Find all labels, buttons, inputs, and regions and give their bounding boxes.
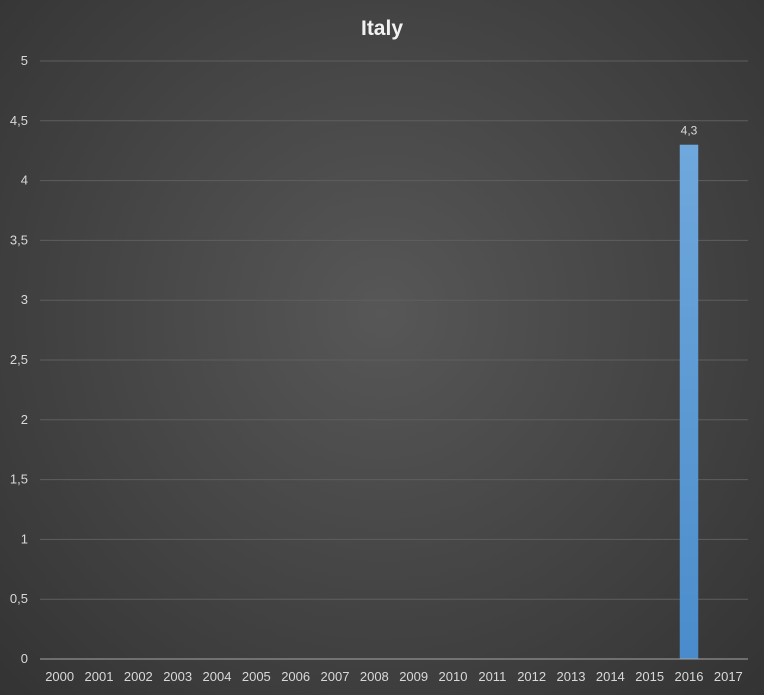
y-axis-tick-labels: 0 0,5 1 1,5 2 2,5 3 3,5 4 4,5 5 — [10, 53, 28, 666]
y-tick-label: 0,5 — [10, 591, 28, 606]
x-tick-label: 2009 — [399, 669, 428, 684]
x-tick-label: 2015 — [635, 669, 664, 684]
bars — [679, 144, 699, 660]
x-tick-label: 2008 — [360, 669, 389, 684]
y-tick-label: 4 — [21, 173, 28, 188]
y-tick-label: 4,5 — [10, 113, 28, 128]
y-tick-label: 3,5 — [10, 232, 28, 247]
x-tick-label: 2002 — [124, 669, 153, 684]
y-tick-label: 2 — [21, 412, 28, 427]
x-tick-label: 2010 — [439, 669, 468, 684]
x-tick-label: 2013 — [557, 669, 586, 684]
data-label-2016: 4,3 — [681, 124, 698, 138]
chart-title: Italy — [361, 17, 403, 40]
gridlines — [40, 60, 748, 600]
x-tick-label: 2003 — [163, 669, 192, 684]
x-tick-label: 2004 — [203, 669, 232, 684]
y-tick-label: 1,5 — [10, 472, 28, 487]
x-tick-label: 2001 — [85, 669, 114, 684]
y-tick-label: 5 — [21, 53, 28, 68]
x-axis-tick-labels: 2000 2001 2002 2003 2004 2005 2006 2007 2008 2009… — [45, 669, 743, 684]
x-tick-label: 2006 — [281, 669, 310, 684]
x-tick-label: 2005 — [242, 669, 271, 684]
x-tick-label: 2012 — [517, 669, 546, 684]
x-tick-label: 2014 — [596, 669, 625, 684]
bar-2016 — [679, 144, 699, 660]
y-tick-label: 3 — [21, 292, 28, 307]
y-tick-label: 0 — [21, 651, 28, 666]
data-labels: 4,3 — [681, 124, 698, 138]
y-tick-label: 2,5 — [10, 352, 28, 367]
x-tick-label: 2016 — [675, 669, 704, 684]
x-tick-label: 2007 — [321, 669, 350, 684]
x-tick-label: 2017 — [714, 669, 743, 684]
x-tick-label: 2011 — [478, 669, 506, 684]
y-tick-label: 1 — [21, 531, 28, 546]
x-tick-label: 2000 — [45, 669, 74, 684]
